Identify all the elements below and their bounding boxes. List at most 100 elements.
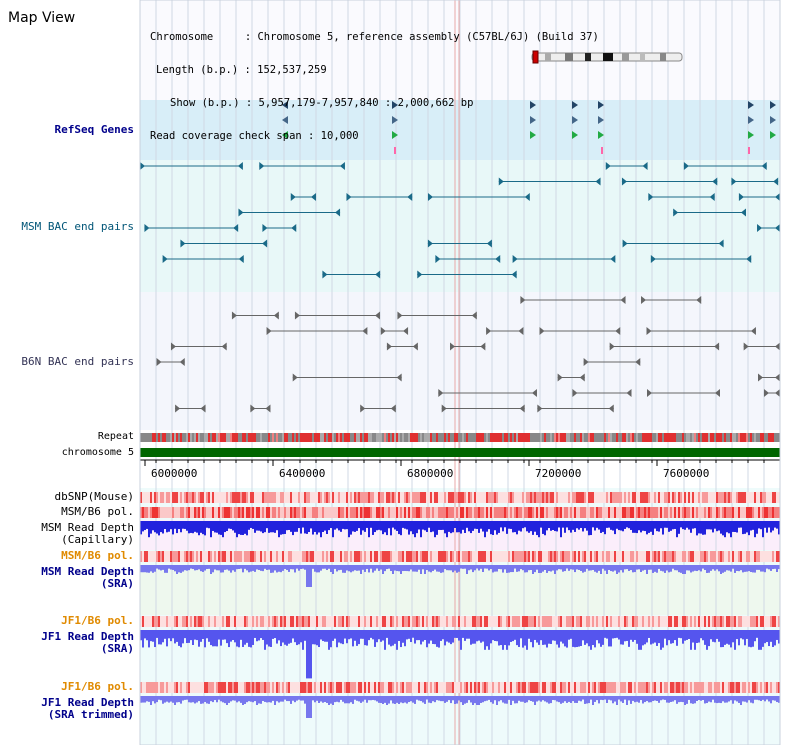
jf1-b6-pol-strip [692, 616, 694, 627]
assembly-info: Chromosome : Chromosome 5, reference ass… [150, 10, 599, 164]
msm-b6-pol2-strip [172, 551, 174, 562]
msm-b6-pol-strip [170, 507, 172, 518]
msm-sra-depth [696, 565, 698, 572]
repeat-segment [560, 433, 562, 442]
jf1-b6-pol2-strip [620, 682, 622, 693]
track-label-repeat[interactable]: Repeat [97, 431, 134, 442]
jf1-trimmed-depth [634, 696, 636, 703]
track-label-jf1-b6-pol2[interactable]: JF1/B6 pol. [61, 680, 134, 693]
jf1-b6-pol2-strip [652, 682, 654, 693]
jf1-trimmed-depth [644, 696, 646, 703]
jf1-b6-pol-strip [698, 616, 700, 627]
msm-b6-pol2-strip [448, 551, 450, 562]
repeat-segment [708, 433, 710, 442]
jf1-b6-pol-strip [668, 616, 670, 627]
msm-sra-depth [562, 565, 564, 572]
msm-b6-pol2-strip [704, 551, 706, 562]
dbsnp-strip [154, 492, 156, 503]
jf1-b6-pol-strip [474, 616, 476, 627]
repeat-segment [174, 433, 176, 442]
msm-capillary-depth [308, 521, 310, 533]
jf1-b6-pol-strip [412, 616, 414, 627]
b6n-bac-pair-end [360, 404, 366, 413]
repeat-segment [516, 433, 518, 442]
msm-capillary-depth [612, 521, 614, 531]
msm-b6-pol-strip [364, 507, 366, 518]
msm-b6-pol-strip [700, 507, 702, 518]
track-label-msm-b6-pol2[interactable]: MSM/B6 pol. [61, 549, 134, 562]
msm-bac-pair-end [140, 162, 146, 170]
msm-sra-depth [518, 565, 520, 572]
dbsnp-strip [308, 492, 310, 503]
msm-b6-pol2-strip [524, 551, 526, 562]
msm-b6-pol-strip [542, 507, 544, 518]
jf1-trimmed-depth [290, 696, 292, 704]
jf1-trimmed-depth [710, 696, 712, 703]
msm-b6-pol2-strip [210, 551, 212, 562]
jf1-b6-pol-strip [536, 616, 538, 627]
msm-b6-pol2-strip [538, 551, 540, 562]
repeat-segment [580, 433, 582, 442]
msm-b6-pol2-strip [414, 551, 416, 562]
jf1-sra-depth [504, 630, 506, 646]
track-label-msm-depth-cap[interactable]: MSM Read Depth (Capillary) [0, 522, 134, 546]
repeat-segment [644, 433, 646, 442]
jf1-b6-pol-strip [448, 616, 450, 627]
msm-b6-pol-strip [720, 507, 722, 518]
msm-b6-pol-strip [578, 507, 580, 518]
track-label-msm-b6-pol[interactable]: MSM/B6 pol. [61, 505, 134, 518]
repeat-segment [328, 433, 330, 442]
dbsnp-strip [144, 492, 146, 503]
jf1-b6-pol2-strip [552, 682, 554, 693]
axis-tick-label: 6000000 [151, 467, 198, 480]
msm-b6-pol2-strip [400, 551, 402, 562]
msm-sra-depth [426, 565, 428, 571]
jf1-b6-pol2-strip [406, 682, 408, 693]
track-label-jf1-trim[interactable]: JF1 Read Depth (SRA trimmed) [0, 697, 134, 721]
msm-b6-pol-strip [712, 507, 714, 518]
jf1-b6-pol-strip [290, 616, 292, 627]
jf1-trimmed-depth [336, 696, 338, 702]
jf1-b6-pol-strip [670, 616, 672, 627]
repeat-segment [266, 433, 268, 442]
repeat-segment [376, 433, 378, 442]
jf1-sra-depth [702, 630, 704, 641]
repeat-segment [586, 433, 588, 442]
track-label-jf1-b6-pol[interactable]: JF1/B6 pol. [61, 614, 134, 627]
track-label-msm-depth-sra[interactable]: MSM Read Depth (SRA) [0, 566, 134, 590]
track-label-chromosome[interactable]: chromosome 5 [61, 447, 134, 458]
jf1-sra-depth [180, 630, 182, 648]
track-label-msm-bac[interactable]: MSM BAC end pairs [21, 220, 134, 233]
jf1-sra-depth [456, 630, 458, 638]
jf1-trimmed-depth [436, 696, 438, 701]
dbsnp-strip [350, 492, 352, 503]
jf1-trimmed-depth [278, 696, 280, 703]
track-label-b6n-bac[interactable]: B6N BAC end pairs [21, 355, 134, 368]
jf1-sra-depth [502, 630, 504, 650]
msm-b6-pol2-strip [676, 551, 678, 562]
jf1-b6-pol2-strip [682, 682, 684, 693]
msm-b6-pol-strip [694, 507, 696, 518]
jf1-sra-depth [494, 630, 496, 641]
jf1-sra-depth [600, 630, 602, 647]
jf1-sra-depth [366, 630, 368, 646]
track-label-jf1-depth[interactable]: JF1 Read Depth (SRA) [0, 631, 134, 655]
jf1-b6-pol-strip [442, 616, 444, 627]
repeat-segment [464, 433, 466, 442]
jf1-trimmed-depth [232, 696, 234, 701]
jf1-b6-pol-strip [478, 616, 480, 627]
jf1-trimmed-depth [660, 696, 662, 701]
jf1-trimmed-depth [572, 696, 574, 702]
track-label-dbsnp[interactable]: dbSNP(Mouse) [54, 490, 134, 503]
jf1-b6-pol-strip [210, 616, 212, 627]
dbsnp-strip [590, 492, 592, 503]
dbsnp-strip [224, 492, 226, 503]
msm-sra-depth [448, 565, 450, 571]
msm-b6-pol2-strip [658, 551, 660, 562]
msm-b6-pol2-strip [260, 551, 262, 562]
msm-capillary-depth [554, 521, 556, 532]
track-label-refseq[interactable]: RefSeq Genes [54, 123, 134, 136]
msm-sra-depth [276, 565, 278, 573]
repeat-segment [318, 433, 320, 442]
